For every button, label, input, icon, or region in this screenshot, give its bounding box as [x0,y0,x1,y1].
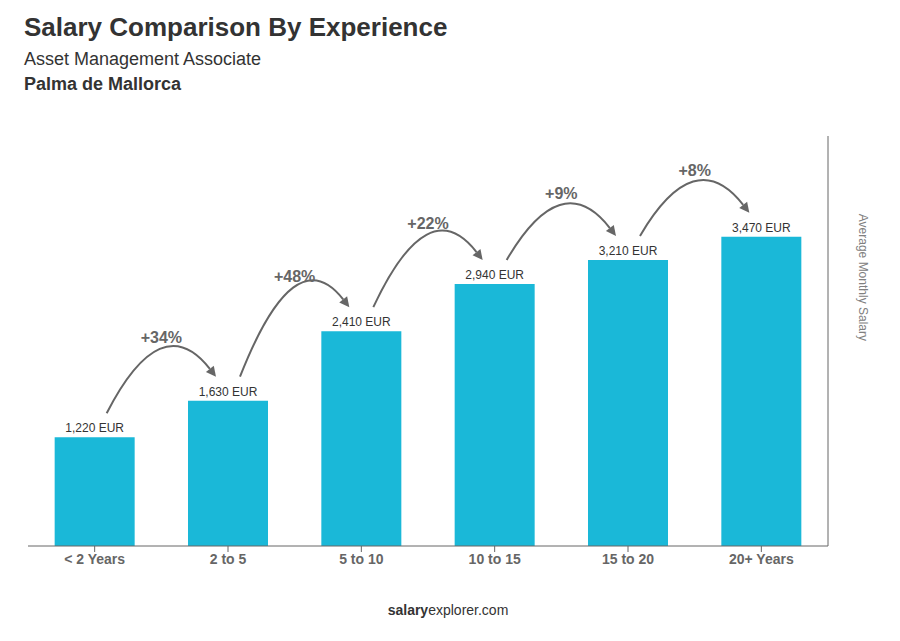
html-text:salary explorer.com: salary explorer.com [387,602,509,618]
svg-text:2,410 EUR: 2,410 EUR [332,315,391,329]
svg-text:+9%: +9% [545,185,577,202]
html-text:Palma de Mallorca: Palma de Mallorca [24,74,182,94]
svg-text:3,210 EUR: 3,210 EUR [599,244,658,258]
html-text:Asset Management Associate: Asset Management Associate [24,49,262,69]
svg-text:Average Monthly Salary: Average Monthly Salary [856,214,870,341]
svg-text:15 to 20: 15 to 20 [602,551,654,567]
svg-text:1,630 EUR: 1,630 EUR [199,385,258,399]
svg-text:+22%: +22% [407,215,448,232]
svg-text:1,220 EUR: 1,220 EUR [65,421,124,435]
svg-text:+48%: +48% [274,268,315,285]
svg-text:10 to 15: 10 to 15 [469,551,521,567]
svg-text:3,470 EUR: 3,470 EUR [732,221,791,235]
svg-text:2 to 5: 2 to 5 [210,551,247,567]
svg-text:20+ Years: 20+ Years [729,551,794,567]
html-text:Salary Comparison By Experienc: Salary Comparison By Experience [24,12,448,42]
svg-text:5 to 10: 5 to 10 [339,551,384,567]
svg-text:< 2 Years: < 2 Years [64,551,125,567]
svg-text:+8%: +8% [678,162,710,179]
svg-text:+34%: +34% [141,329,182,346]
svg-text:2,940 EUR: 2,940 EUR [465,268,524,282]
